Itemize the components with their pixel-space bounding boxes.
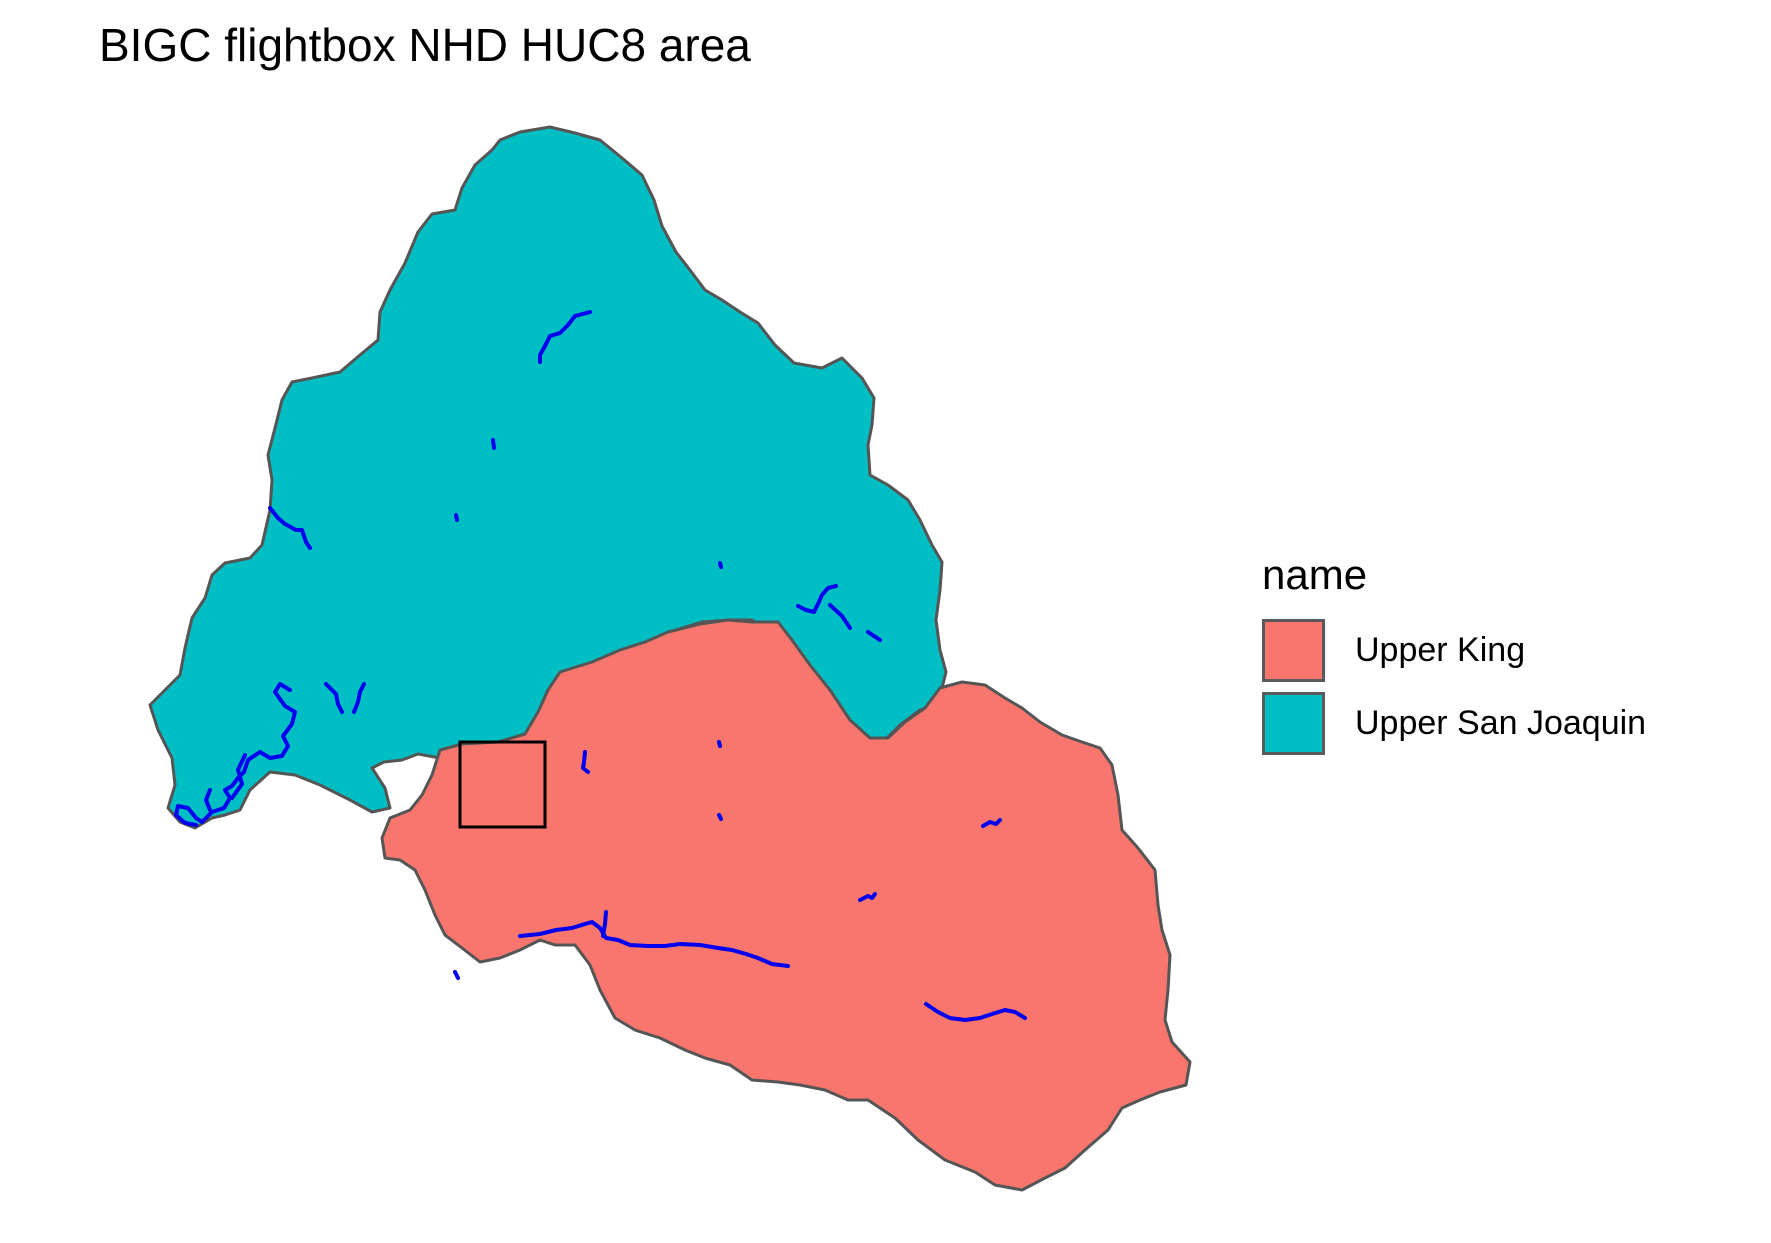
river-segment — [204, 788, 212, 812]
river-segment — [717, 740, 722, 748]
river-segment — [858, 892, 877, 902]
river-segment — [453, 970, 460, 980]
river-segment — [454, 513, 459, 522]
river-segment — [324, 682, 344, 714]
river-segment — [538, 310, 592, 364]
river-segment — [230, 753, 247, 800]
legend-key-upper-san-joaquin — [1262, 692, 1325, 756]
river-segment — [491, 438, 496, 450]
river-segment — [581, 750, 590, 774]
legend-key-upper-king — [1262, 619, 1325, 683]
river-segment — [518, 920, 790, 968]
river-segment — [352, 682, 366, 714]
river-segment — [866, 630, 882, 642]
legend-label-upper-san-joaquin: Upper San Joaquin — [1355, 704, 1647, 743]
river-segment — [981, 818, 1002, 828]
river-segment — [268, 506, 312, 550]
legend-title: name — [1262, 551, 1368, 598]
legend-label-upper-king: Upper King — [1355, 631, 1526, 670]
flightbox — [458, 740, 547, 829]
map-title: BIGC flightbox NHD HUC8 area — [99, 19, 751, 71]
legend: name Upper King Upper San Joaquin — [1262, 551, 1646, 760]
river-segment — [718, 561, 723, 569]
river-segment — [924, 1002, 1027, 1022]
river-segment — [796, 584, 838, 614]
river-segment — [601, 910, 608, 938]
legend-item-upper-king: Upper King — [1262, 614, 1646, 687]
legend-item-upper-san-joaquin: Upper San Joaquin — [1262, 687, 1646, 760]
river-segment — [717, 813, 723, 821]
river-network — [174, 310, 1027, 1022]
river-segment — [828, 603, 852, 630]
